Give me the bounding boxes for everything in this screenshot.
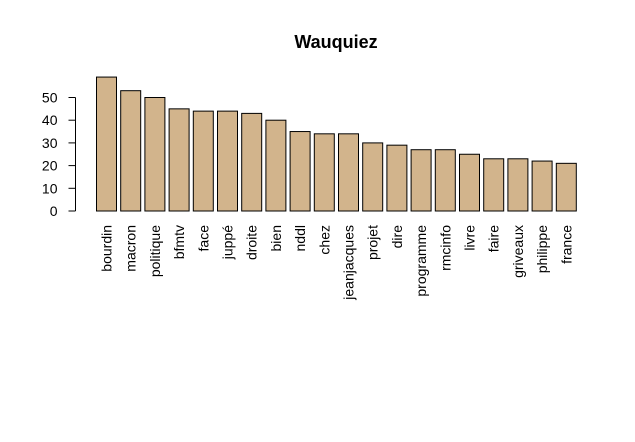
y-tick-label: 20 xyxy=(42,158,58,174)
x-tick-label: droite xyxy=(244,225,260,260)
x-tick-label: france xyxy=(558,225,574,264)
bar-politique xyxy=(144,97,166,212)
bar-macron xyxy=(120,90,142,212)
bar-griveaux xyxy=(507,158,529,212)
x-tick-label: bourdin xyxy=(99,225,115,272)
bar-programme xyxy=(410,149,432,212)
x-tick-label: programme xyxy=(413,225,429,297)
bar-bien xyxy=(265,119,287,212)
x-tick-label: dire xyxy=(389,225,405,249)
x-tick-label: faire xyxy=(486,225,502,252)
y-tick-label: 50 xyxy=(42,90,58,106)
x-tick-label: bfmtv xyxy=(171,225,187,259)
x-tick-label: jeanjacques xyxy=(341,225,357,301)
x-tick-label: rmcinfo xyxy=(437,225,453,271)
bar-rmcinfo xyxy=(434,149,456,212)
x-tick-label: projet xyxy=(365,225,381,260)
x-tick-label: bien xyxy=(268,225,284,251)
bars xyxy=(96,76,577,212)
bar-dire xyxy=(386,144,408,212)
bar-livre xyxy=(459,153,480,212)
x-tick-label: macron xyxy=(123,225,139,272)
x-axis-labels: bourdin macron politique bfmtv face juppé droi… xyxy=(99,225,575,301)
bar-nddl xyxy=(289,131,311,212)
bar-bourdin xyxy=(96,76,117,212)
chart-title: Wauquiez xyxy=(294,32,377,52)
x-tick-label: livre xyxy=(462,225,478,251)
x-tick-label: juppé xyxy=(220,225,236,260)
y-tick-label: 10 xyxy=(42,180,58,196)
y-tick-label: 30 xyxy=(42,135,58,151)
bar-face xyxy=(192,110,214,212)
x-tick-label: face xyxy=(195,225,211,252)
x-tick-label: nddl xyxy=(292,225,308,251)
x-tick-label: philippe xyxy=(534,225,550,273)
x-tick-label: chez xyxy=(316,225,332,255)
y-tick-label: 40 xyxy=(42,112,58,128)
y-axis: 0 10 20 30 40 50 xyxy=(42,90,76,219)
bar-philippe xyxy=(531,160,553,212)
bar-droite xyxy=(241,112,263,212)
x-tick-label: griveaux xyxy=(510,225,526,278)
bar-juppé xyxy=(217,110,238,212)
y-tick-label: 0 xyxy=(50,203,58,219)
bar-chez xyxy=(313,133,335,212)
bar-bfmtv xyxy=(168,108,190,212)
x-tick-label: politique xyxy=(147,225,163,277)
bar-jeanjacques xyxy=(338,133,359,212)
bar-projet xyxy=(362,142,384,212)
bar-france xyxy=(555,162,577,212)
bar-faire xyxy=(483,158,505,212)
